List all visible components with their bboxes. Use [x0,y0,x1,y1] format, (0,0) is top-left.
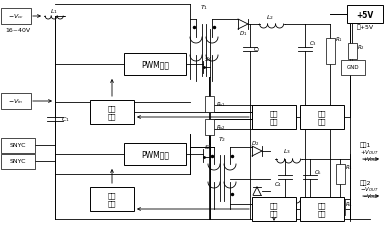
Text: $T_2$: $T_2$ [218,135,226,144]
Text: 基准
电压: 基准 电压 [318,110,326,125]
Text: $C_3$: $C_3$ [309,39,317,48]
FancyBboxPatch shape [335,164,345,184]
Text: $C_1$: $C_1$ [60,115,69,124]
FancyBboxPatch shape [124,143,186,165]
Text: $R_2$: $R_2$ [357,43,365,52]
FancyBboxPatch shape [90,100,134,125]
Text: $C_7$: $C_7$ [314,205,322,213]
Text: $S_2$: $S_2$ [204,143,212,152]
Text: $-V_{cc}$: $-V_{cc}$ [8,12,24,21]
Text: $L_3$: $L_3$ [283,147,291,156]
Text: $-V_{OUT}$: $-V_{OUT}$ [360,185,379,194]
FancyBboxPatch shape [1,154,35,169]
FancyBboxPatch shape [300,106,344,129]
Text: $+V_{OUT}$: $+V_{OUT}$ [362,155,380,164]
Text: 采样
比较: 采样 比较 [270,202,278,216]
Text: $R_3$: $R_3$ [345,163,353,172]
Text: $D_2$: $D_2$ [251,139,259,148]
Text: SNYC: SNYC [10,159,26,164]
FancyBboxPatch shape [124,54,186,76]
Text: $-V_{OUT}$: $-V_{OUT}$ [362,192,380,201]
Text: $R_4$: $R_4$ [345,200,353,209]
Text: +5V: +5V [357,10,373,19]
Text: $R_1$: $R_1$ [335,35,343,44]
Text: 采样
比较: 采样 比较 [270,110,278,125]
FancyBboxPatch shape [252,106,296,129]
Text: GND: GND [346,65,359,70]
Text: $R_{s1}$: $R_{s1}$ [216,100,226,109]
Text: $C_2$: $C_2$ [253,45,261,54]
FancyBboxPatch shape [335,199,345,215]
Text: $L_2$: $L_2$ [266,13,274,22]
FancyBboxPatch shape [1,94,31,109]
Text: $-V_{in}$: $-V_{in}$ [8,97,23,106]
Text: $D_3$: $D_3$ [251,200,259,209]
FancyBboxPatch shape [325,39,335,65]
Text: 隔离
反馈: 隔离 反馈 [108,192,116,206]
Text: 隔离
反馈: 隔离 反馈 [108,105,116,120]
Text: 16~40V: 16~40V [5,27,30,32]
FancyBboxPatch shape [1,9,31,25]
FancyBboxPatch shape [348,44,357,60]
Text: 基准
电压: 基准 电压 [318,202,326,216]
Text: 主+5V: 主+5V [357,24,373,30]
FancyBboxPatch shape [1,138,35,153]
Text: $L_4$: $L_4$ [283,202,291,210]
FancyBboxPatch shape [204,97,214,112]
Text: $D_1$: $D_1$ [239,29,247,38]
FancyBboxPatch shape [90,187,134,211]
Text: $L_1$: $L_1$ [50,8,58,16]
Text: $+V_{OUT}$: $+V_{OUT}$ [360,148,379,157]
Text: $T_1$: $T_1$ [200,3,208,12]
Text: $S_1$: $S_1$ [204,55,212,64]
Text: PWM控制: PWM控制 [141,60,169,69]
Text: $C_5$: $C_5$ [274,205,282,213]
Text: SNYC: SNYC [10,143,26,148]
FancyBboxPatch shape [347,6,383,24]
FancyBboxPatch shape [300,197,344,221]
FancyBboxPatch shape [204,119,214,135]
Text: $R_{s2}$: $R_{s2}$ [216,123,226,132]
Text: $C_6$: $C_6$ [314,168,322,177]
Text: PWM控制: PWM控制 [141,150,169,159]
FancyBboxPatch shape [252,197,296,221]
Text: 辅路2: 辅路2 [360,179,372,185]
FancyBboxPatch shape [341,61,365,76]
Text: 辅路1: 辅路1 [360,142,372,147]
Text: $C_4$: $C_4$ [274,180,282,189]
